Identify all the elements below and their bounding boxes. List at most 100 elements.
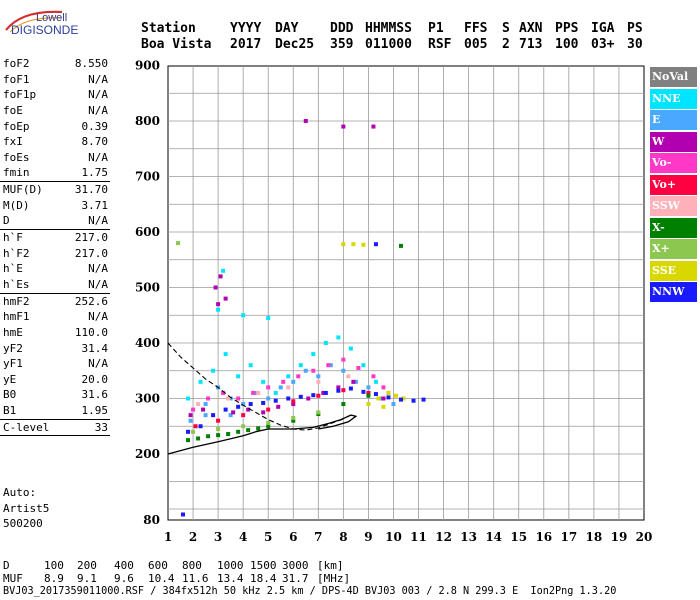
muf-unit: [MHz]	[317, 572, 351, 585]
data-point	[203, 413, 208, 418]
y-tick-label: 400	[135, 336, 160, 350]
x-tick-label: 14	[485, 530, 502, 544]
data-point	[366, 393, 371, 398]
auto-label: Auto:	[3, 486, 37, 499]
param-group-muf: MUF(D) 31.70 M(D) 3.71 D N/A	[0, 182, 110, 229]
param-name: foF1	[3, 72, 30, 86]
data-point	[191, 429, 196, 434]
param-row: foEs N/A	[0, 150, 110, 166]
data-point	[286, 396, 291, 401]
legend-item-nne: NNE	[650, 88, 697, 109]
distance-value: 600	[148, 559, 168, 572]
param-name: hmF1	[3, 310, 30, 324]
param-value: N/A	[88, 310, 108, 324]
param-value: N/A	[88, 88, 108, 102]
data-point	[216, 307, 221, 312]
param-name: B1	[3, 404, 17, 418]
data-point	[323, 341, 328, 345]
data-point	[373, 392, 378, 397]
separator	[0, 418, 110, 420]
legend-item-xplus: X+	[650, 239, 697, 260]
header-label: Station	[141, 21, 196, 36]
param-name: foEp	[3, 119, 30, 133]
data-point	[393, 393, 398, 398]
data-point	[303, 119, 308, 123]
x-tick-label: 1	[164, 530, 172, 544]
x-tick-label: 20	[636, 530, 653, 544]
data-point	[341, 242, 346, 247]
param-row: yE 20.0	[0, 372, 110, 388]
data-point	[266, 385, 271, 390]
param-row: hmE 110.0	[0, 325, 110, 341]
header-value: 2017	[230, 37, 262, 52]
param-name: fxI	[3, 135, 23, 149]
y-tick-label: 600	[135, 225, 160, 239]
series-sse	[341, 242, 406, 409]
param-name: h`Es	[3, 277, 30, 291]
muf-value: 8.9	[44, 572, 64, 585]
data-point	[188, 418, 193, 423]
data-point	[266, 316, 271, 321]
param-row: hmF2 252.6	[0, 294, 110, 310]
chart-tick-labels: 1 2 3 4 5 6 7 8 9 10 11 12 13 14 15 16 17 18 19 20802003004…	[135, 59, 652, 545]
param-value: 8.70	[81, 135, 109, 149]
param-name: B0	[3, 388, 17, 402]
param-row: C-level 33	[0, 420, 110, 436]
data-point	[316, 410, 321, 415]
data-point	[326, 363, 331, 368]
param-group-heights: h`F 217.0 h`F2 217.0 h`E N/A h`Es N/A	[0, 230, 110, 293]
chart-points	[176, 119, 426, 517]
param-value: N/A	[88, 357, 108, 371]
data-point	[361, 389, 366, 394]
data-point	[398, 243, 403, 248]
param-name: hmE	[3, 325, 23, 339]
param-name: C-level	[3, 420, 50, 434]
data-point	[411, 398, 416, 403]
x-tick-label: 3	[214, 530, 222, 544]
separator	[0, 229, 110, 231]
param-row: yF1 N/A	[0, 356, 110, 372]
header-label: PPS	[555, 21, 579, 36]
muf-value: 18.4	[250, 572, 277, 585]
data-point	[228, 413, 233, 418]
artist-label: Artist5	[3, 502, 50, 515]
data-point	[323, 390, 328, 395]
data-point	[296, 374, 301, 379]
param-group-frequencies: foF2 8.550 foF1 N/A foF1p N/A foE N/A foEp 0.39 fx…	[0, 56, 110, 181]
param-name: M(D)	[3, 198, 30, 212]
data-point	[298, 363, 303, 368]
param-value: N/A	[88, 262, 108, 276]
param-value: 0.39	[81, 119, 109, 133]
data-point	[196, 436, 201, 441]
param-name: foE	[3, 103, 23, 117]
legend-item-e: E	[650, 110, 697, 131]
param-name: h`F	[3, 231, 23, 245]
data-point	[248, 402, 253, 407]
x-tick-label: 16	[535, 530, 552, 544]
param-value: N/A	[88, 150, 108, 164]
data-point	[236, 404, 241, 409]
data-point	[256, 426, 261, 431]
header-value: 359	[330, 37, 354, 52]
data-point	[213, 285, 218, 290]
x-tick-label: 19	[611, 530, 628, 544]
data-point	[341, 124, 346, 129]
data-point	[381, 396, 386, 401]
data-point	[198, 424, 203, 429]
separator	[0, 292, 110, 294]
data-point	[361, 363, 366, 368]
data-point	[231, 410, 236, 415]
header-value: 2	[502, 37, 510, 52]
separator	[0, 435, 110, 437]
data-point	[223, 352, 228, 357]
distance-value: 1500	[250, 559, 277, 572]
data-point	[241, 413, 246, 418]
data-point	[366, 390, 371, 395]
param-row: yF2 31.4	[0, 341, 110, 357]
param-name: foEs	[3, 150, 30, 164]
param-row: foE N/A	[0, 103, 110, 119]
data-point	[336, 335, 341, 340]
data-point	[241, 313, 246, 318]
data-point	[253, 390, 258, 395]
param-name: h`E	[3, 262, 23, 276]
